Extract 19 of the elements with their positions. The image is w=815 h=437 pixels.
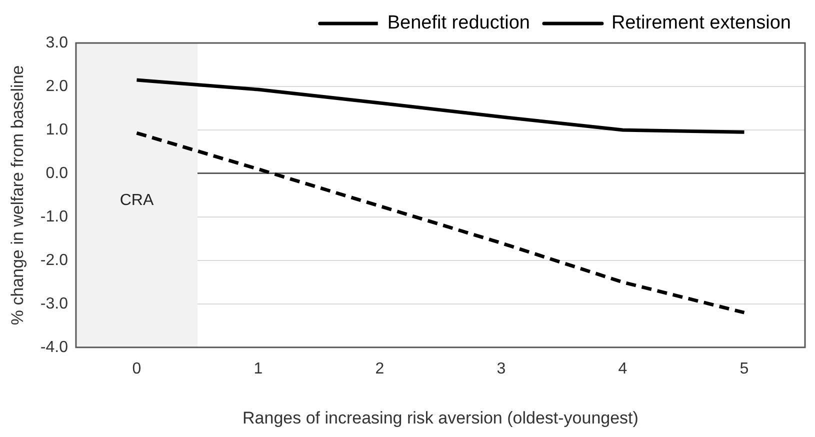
x-tick-label: 0 [132, 360, 142, 378]
y-tick-label: -1.0 [40, 208, 68, 226]
y-axis-title: % change in welfare from baseline [8, 65, 27, 326]
legend-label: Benefit reduction [387, 12, 530, 34]
x-tick-label: 2 [375, 360, 384, 378]
y-tick-label: -3.0 [40, 295, 68, 312]
x-tick-label: 1 [254, 360, 263, 378]
x-tick-label: 3 [496, 360, 506, 378]
x-tick-label: 5 [740, 360, 749, 378]
y-tick-label: 3.0 [46, 34, 68, 52]
band-label: CRA [120, 192, 154, 209]
y-tick-label: -2.0 [40, 252, 68, 269]
legend-label: Retirement extension [611, 12, 792, 34]
y-tick-label: 1.0 [46, 121, 68, 138]
y-tick-label: -4.0 [40, 338, 68, 356]
x-axis-title: Ranges of increasing risk aversion (oldest-youngest) [242, 408, 638, 428]
y-tick-label: 0.0 [46, 164, 68, 182]
x-tick-label: 4 [618, 360, 628, 378]
y-tick-label: 2.0 [46, 78, 68, 95]
